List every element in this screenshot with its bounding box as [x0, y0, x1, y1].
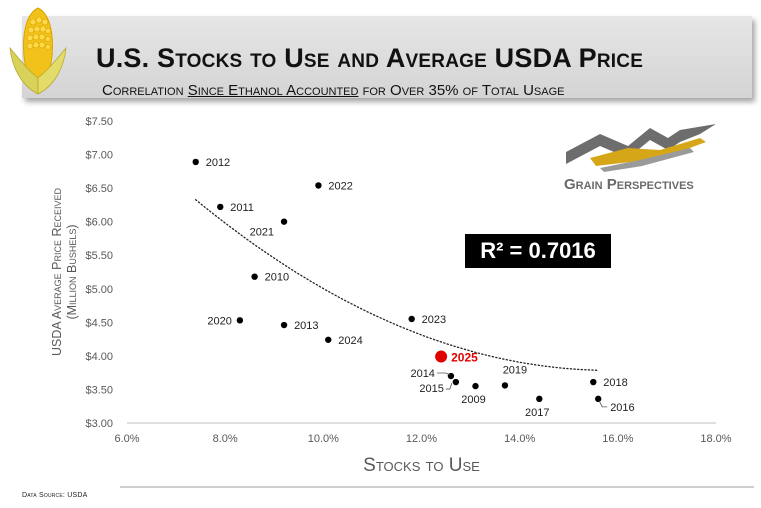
point-label: 2013	[294, 320, 318, 332]
point-label: 2009	[461, 394, 485, 406]
point-2018	[590, 378, 597, 386]
x-tick-label: 14.0%	[504, 433, 535, 445]
highlight-point-label: 2025	[451, 351, 478, 365]
y-tick-label: $3.00	[85, 418, 113, 430]
r-squared-box: R² = 0.7016	[465, 234, 611, 268]
x-axis-title: Stocks to Use	[363, 455, 480, 476]
point-label: 2012	[206, 157, 230, 169]
x-tick-label: 8.0%	[213, 433, 238, 445]
point-label: 2016	[610, 402, 634, 414]
point-label: 2019	[503, 364, 527, 376]
x-tick-label: 16.0%	[602, 433, 633, 445]
point-2023	[408, 315, 415, 323]
point-label: 2023	[422, 314, 446, 326]
data-source-note: Data Source: USDA	[22, 492, 88, 499]
point-2009	[472, 382, 479, 390]
trendline	[195, 199, 599, 371]
y-tick-label: $4.50	[85, 317, 113, 329]
x-tick-label: 6.0%	[114, 433, 139, 445]
page-subtitle: Correlation Since Ethanol Accounted for …	[102, 82, 564, 99]
point-2013	[280, 321, 288, 329]
logo-mountain-icon	[566, 124, 716, 164]
y-tick-label: $5.50	[85, 250, 113, 262]
r-squared-label: R² = 0.7016	[480, 238, 596, 263]
point-label: 2018	[603, 377, 627, 389]
y-tick-label: $7.00	[85, 150, 113, 162]
page-title: U.S. Stocks to Use and Average USDA Pric…	[96, 43, 644, 73]
y-axis-subtitle: (Million Bushels)	[65, 224, 79, 319]
y-tick-label: $7.50	[85, 116, 113, 128]
point-2017	[536, 395, 543, 403]
point-label: 2010	[265, 272, 289, 284]
point-label: 2017	[525, 407, 549, 419]
bottom-divider	[120, 486, 754, 488]
point-2024	[325, 336, 332, 343]
title-banner: U.S. Stocks to Use and Average USDA Pric…	[22, 16, 752, 99]
point-label: 2021	[250, 227, 274, 239]
point-2015	[452, 378, 460, 386]
x-tick-label: 10.0%	[308, 433, 339, 445]
corn-icon	[9, 7, 67, 95]
r-squared-background	[465, 234, 611, 268]
point-2021	[280, 218, 288, 225]
grain-perspectives-logo: Grain Perspectives	[564, 124, 716, 193]
point-2011	[217, 203, 224, 211]
leader-line	[598, 400, 608, 408]
data-points: 2012 2011 2022 2021 2010 2020 2013 2024 2023 2014…	[192, 157, 635, 419]
point-2014	[447, 372, 455, 380]
y-tick-label: $5.00	[85, 284, 113, 296]
subtitle-underlined: Since Ethanol Accounted	[187, 82, 359, 99]
point-2010	[251, 273, 258, 280]
point-label: 2015	[419, 383, 443, 395]
point-2012	[192, 158, 199, 166]
point-2022	[315, 182, 322, 189]
logo-brand-name: Grain Perspectives	[564, 176, 694, 193]
subtitle-suffix: for Over 35% of Total Usage	[358, 82, 565, 99]
subtitle-prefix: Correlation	[102, 82, 188, 99]
x-tick-label: 12.0%	[406, 433, 437, 445]
y-tick-label: $3.50	[85, 384, 113, 396]
point-label: 2020	[207, 315, 231, 327]
y-tick-label: $6.00	[85, 217, 113, 229]
trendline-group	[195, 199, 599, 371]
logo-gold-band-icon	[590, 138, 706, 166]
y-tick-label: $4.00	[85, 351, 113, 363]
point-2016	[595, 395, 602, 403]
point-label: 2022	[328, 180, 352, 192]
point-label: 2024	[338, 335, 362, 347]
y-tick-label: $6.50	[85, 183, 113, 195]
point-2019	[501, 382, 509, 389]
chart-axes: $3.00 $3.50 $4.00 $4.50 $5.00 $5.50 $6.00 $6.50…	[50, 116, 732, 476]
y-axis-title: USDA Average Price Received	[50, 188, 64, 356]
leader-line	[436, 372, 451, 376]
point-label: 2014	[410, 368, 434, 380]
highlight-point-2025	[435, 350, 448, 363]
point-2020	[236, 317, 244, 324]
logo-stripe-icon	[600, 148, 694, 172]
leader-line	[445, 382, 453, 390]
x-tick-label: 18.0%	[700, 433, 731, 445]
point-label: 2011	[230, 202, 254, 214]
